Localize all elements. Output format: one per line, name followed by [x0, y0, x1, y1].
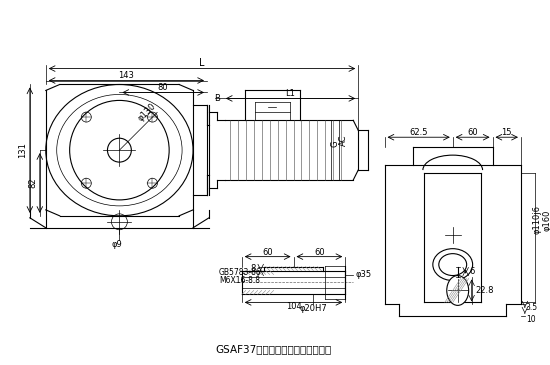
Text: M6X16-8.8: M6X16-8.8: [219, 276, 260, 285]
Text: 143: 143: [118, 71, 134, 80]
Text: 8: 8: [250, 264, 256, 273]
Text: φ130: φ130: [136, 101, 158, 123]
Text: 82: 82: [29, 178, 37, 188]
Text: 6: 6: [470, 267, 475, 276]
Text: AC: AC: [339, 134, 348, 146]
Text: B: B: [214, 94, 220, 103]
Ellipse shape: [447, 276, 469, 306]
Text: L1: L1: [285, 89, 295, 98]
Text: 131: 131: [18, 142, 28, 158]
Text: φ110j6: φ110j6: [532, 205, 541, 234]
Text: 22.8: 22.8: [476, 286, 494, 295]
Text: 3.5: 3.5: [526, 303, 538, 312]
Text: φ9: φ9: [111, 240, 122, 249]
Text: GB5783-86: GB5783-86: [219, 268, 262, 277]
Text: 80: 80: [158, 83, 168, 92]
Text: φ20H7: φ20H7: [300, 304, 327, 313]
Text: 10: 10: [526, 315, 536, 324]
Text: L: L: [199, 58, 205, 68]
Text: 60: 60: [314, 248, 324, 257]
Text: GSAF37系列减速电机安装结构尺寸: GSAF37系列减速电机安装结构尺寸: [216, 344, 332, 354]
Text: 104: 104: [285, 302, 301, 311]
Text: 15: 15: [502, 128, 512, 137]
Text: 62.5: 62.5: [409, 128, 428, 137]
Text: G: G: [331, 141, 340, 147]
Text: 60: 60: [262, 248, 273, 257]
Text: φ35: φ35: [355, 270, 371, 279]
Text: φ160: φ160: [542, 209, 550, 231]
Text: 60: 60: [468, 128, 478, 137]
